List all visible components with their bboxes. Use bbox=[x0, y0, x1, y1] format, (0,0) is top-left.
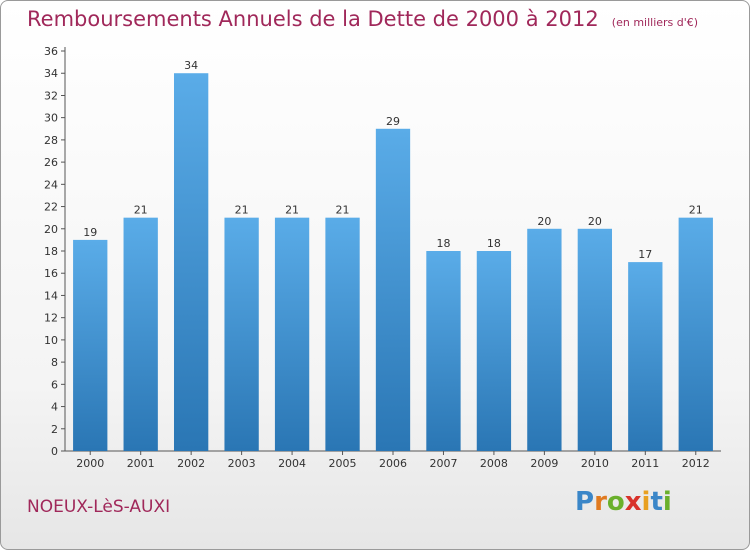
title-row: Remboursements Annuels de la Dette de 20… bbox=[27, 7, 698, 31]
y-tick-label: 4 bbox=[51, 401, 58, 414]
bar bbox=[123, 217, 158, 451]
bar-value-label: 21 bbox=[336, 204, 350, 217]
y-tick-label: 28 bbox=[44, 134, 58, 147]
logo-letter: r bbox=[594, 487, 607, 517]
x-tick-label: 2005 bbox=[329, 457, 357, 470]
x-tick-label: 2011 bbox=[631, 457, 659, 470]
y-tick-label: 18 bbox=[44, 245, 58, 258]
logo-letter: i bbox=[662, 487, 672, 517]
bar bbox=[375, 128, 411, 451]
bar-value-label: 21 bbox=[235, 204, 249, 217]
bar bbox=[678, 217, 713, 451]
bar bbox=[224, 217, 259, 451]
bar bbox=[73, 239, 108, 451]
y-tick-label: 14 bbox=[44, 289, 58, 302]
x-tick-label: 2009 bbox=[530, 457, 558, 470]
bar bbox=[274, 217, 310, 451]
y-tick-label: 26 bbox=[44, 156, 58, 169]
bar-value-label: 21 bbox=[689, 204, 703, 217]
bar-value-label: 21 bbox=[285, 204, 299, 217]
logo-letter: P bbox=[575, 487, 595, 517]
bar bbox=[527, 228, 562, 451]
x-tick-label: 2010 bbox=[581, 457, 609, 470]
y-tick-label: 2 bbox=[51, 423, 58, 436]
bar bbox=[426, 251, 461, 451]
y-tick-label: 0 bbox=[51, 445, 58, 458]
y-tick-label: 30 bbox=[44, 112, 58, 125]
bar-value-label: 18 bbox=[487, 237, 501, 250]
chart-title: Remboursements Annuels de la Dette de 20… bbox=[27, 7, 599, 31]
bar-value-label: 20 bbox=[537, 215, 551, 228]
bar-value-label: 17 bbox=[638, 248, 652, 261]
bar bbox=[173, 73, 209, 451]
x-tick-label: 2006 bbox=[379, 457, 407, 470]
logo-letter: i bbox=[641, 487, 651, 517]
x-tick-label: 2001 bbox=[127, 457, 155, 470]
logo-letter: o bbox=[606, 487, 625, 517]
x-tick-label: 2012 bbox=[682, 457, 710, 470]
bar bbox=[476, 251, 512, 451]
logo-letter: t bbox=[650, 487, 663, 517]
x-tick-label: 2002 bbox=[177, 457, 205, 470]
bar-value-label: 21 bbox=[134, 204, 148, 217]
bar-value-label: 20 bbox=[588, 215, 602, 228]
x-tick-label: 2008 bbox=[480, 457, 508, 470]
y-tick-label: 22 bbox=[44, 201, 58, 214]
logo-letter: x bbox=[624, 487, 642, 517]
bar bbox=[628, 262, 663, 451]
y-tick-label: 20 bbox=[44, 223, 58, 236]
y-tick-label: 12 bbox=[44, 312, 58, 325]
x-tick-label: 2007 bbox=[429, 457, 457, 470]
y-tick-label: 16 bbox=[44, 267, 58, 280]
y-tick-label: 34 bbox=[44, 67, 58, 80]
bar bbox=[325, 217, 360, 451]
y-tick-label: 24 bbox=[44, 178, 58, 191]
bar-value-label: 34 bbox=[184, 59, 198, 72]
y-tick-label: 8 bbox=[51, 356, 58, 369]
y-tick-label: 10 bbox=[44, 334, 58, 347]
proxiti-logo: Proxiti bbox=[575, 487, 672, 517]
bar-value-label: 18 bbox=[436, 237, 450, 250]
y-tick-label: 36 bbox=[44, 45, 58, 58]
y-tick-label: 32 bbox=[44, 89, 58, 102]
town-name: NOEUX-LèS-AUXI bbox=[27, 497, 171, 517]
x-tick-label: 2003 bbox=[228, 457, 256, 470]
chart-subtitle: (en milliers d'€) bbox=[611, 16, 699, 29]
bar bbox=[577, 228, 613, 451]
y-tick-label: 6 bbox=[51, 378, 58, 391]
bar-value-label: 29 bbox=[386, 115, 400, 128]
x-tick-label: 2000 bbox=[76, 457, 104, 470]
x-tick-label: 2004 bbox=[278, 457, 306, 470]
bar-value-label: 19 bbox=[83, 226, 97, 239]
